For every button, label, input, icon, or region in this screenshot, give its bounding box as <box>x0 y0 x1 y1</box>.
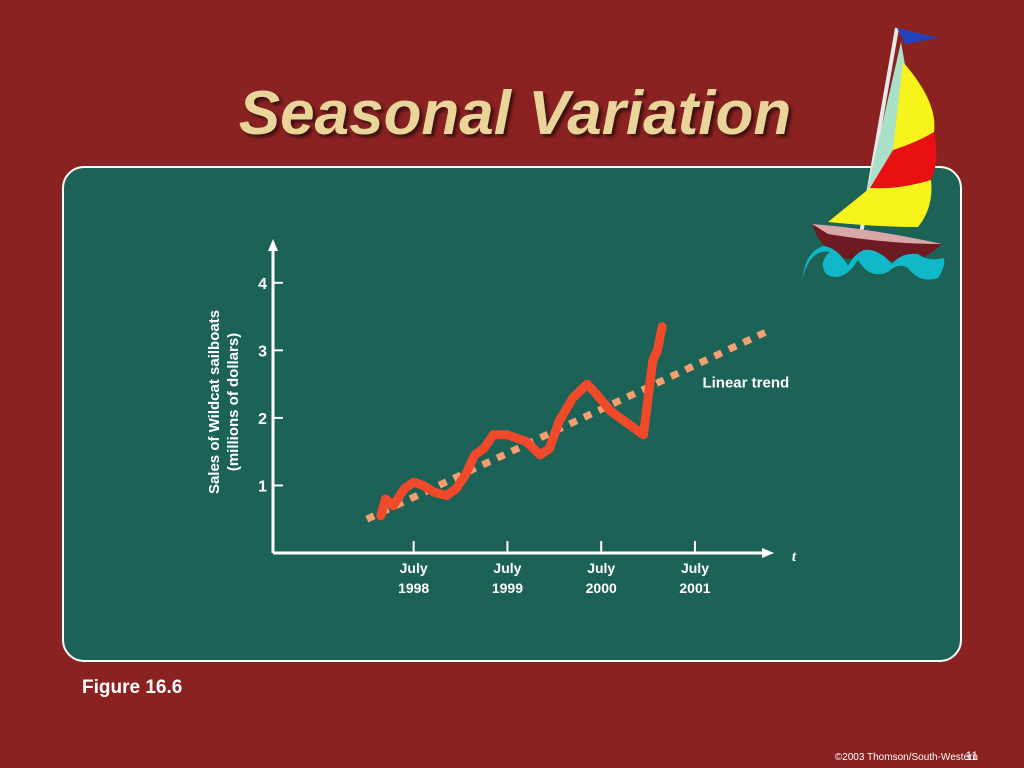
sales-line <box>376 322 667 521</box>
x-axis-title: t <box>792 549 797 565</box>
x-tick-label-month: July <box>493 560 521 576</box>
x-tick-label-month: July <box>587 560 615 576</box>
trend-line <box>365 326 772 523</box>
y-axis-title-line2: (millions of dollars) <box>225 333 242 471</box>
chart-axes <box>268 239 774 558</box>
y-axis-title: Sales of Wildcat sailboats (millions of … <box>206 310 242 494</box>
x-tick-label-month: July <box>400 560 428 576</box>
x-tick-label-year: 2001 <box>679 580 710 596</box>
chart-ticks: 1 2 3 4 July 1998 July 1999 July 2000 July 2001 <box>258 276 711 596</box>
y-tick-label: 4 <box>258 276 267 293</box>
slide-title: Seasonal Variation <box>238 79 792 148</box>
trend-label: Linear trend <box>702 374 789 391</box>
sailboat-clipart <box>802 27 945 280</box>
x-axis-arrow <box>762 548 774 558</box>
page-number: 11 <box>965 749 978 763</box>
x-tick-label-year: 1999 <box>492 580 523 596</box>
y-axis-arrow <box>268 239 278 251</box>
y-tick-label: 2 <box>258 411 267 428</box>
y-tick-label: 1 <box>258 478 267 495</box>
figure-label: Figure 16.6 <box>82 677 183 698</box>
x-tick-label-month: July <box>681 560 709 576</box>
y-tick-label: 3 <box>258 343 267 360</box>
chart-panel <box>62 166 962 662</box>
y-axis-title-line1: Sales of Wildcat sailboats <box>206 310 223 494</box>
copyright-notice: ©2003 Thomson/South-Western <box>834 752 978 763</box>
x-tick-label-year: 2000 <box>586 580 617 596</box>
chart-series <box>365 322 772 523</box>
x-tick-label-year: 1998 <box>398 580 429 596</box>
